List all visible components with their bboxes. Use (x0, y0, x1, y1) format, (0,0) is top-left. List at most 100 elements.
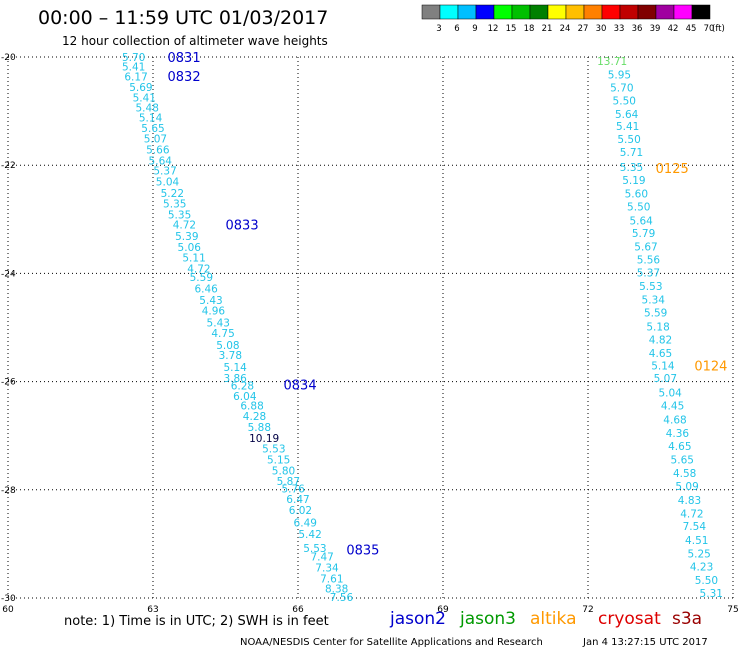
y-tick-label: -24 (1, 269, 16, 279)
swh-value: 4.72 (680, 509, 703, 521)
swh-value: 5.34 (642, 294, 666, 306)
swh-value: 5.19 (622, 175, 645, 187)
y-tick-label: -28 (1, 486, 16, 496)
swh-value: 5.48 (136, 102, 159, 114)
swh-value: 5.35 (163, 199, 186, 211)
swh-value: 5.80 (272, 465, 295, 477)
x-tick-label: 75 (727, 605, 738, 615)
swh-value: 5.35 (168, 209, 191, 221)
swh-value: 6.46 (194, 284, 218, 296)
legend-item-altika: altika (530, 609, 577, 629)
swh-value: 5.76 (281, 484, 305, 496)
swh-value: 5.14 (139, 113, 163, 125)
swh-value: 4.28 (243, 411, 266, 423)
swh-value: 5.64 (615, 109, 639, 121)
axis-tick-labels: 60 63 66 69 72 75 -20 -22 -24 -26 -28 -30 (1, 53, 739, 615)
colorbar-swatch (439, 4, 459, 20)
colorbar-swatch (619, 4, 639, 20)
y-tick-label: -22 (1, 161, 16, 171)
swh-value: 8.38 (325, 583, 348, 595)
map-grid (7, 56, 734, 599)
swh-value: 5.65 (141, 123, 164, 135)
color-scale-legend: 3 6 9 12 15 18 21 24 27 30 33 36 39 42 45 70(ft) (421, 4, 725, 34)
swh-value: 5.70 (610, 82, 633, 94)
colorbar-swatch (637, 4, 657, 20)
y-tick-label: -30 (1, 594, 16, 604)
swh-value: 13.71 (597, 56, 627, 68)
pass-label: 0125 (656, 162, 689, 177)
swh-value: 7.54 (683, 521, 707, 533)
colorbar-label: 12 (488, 24, 499, 34)
chart-subtitle: 12 hour collection of altimeter wave hei… (62, 34, 328, 48)
swh-value: 6.49 (294, 517, 317, 529)
swh-value: 5.15 (267, 455, 290, 467)
swh-value: 5.31 (700, 588, 723, 600)
y-tick-label: -20 (1, 53, 16, 63)
swh-value: 6.02 (289, 505, 312, 517)
swh-value: 4.68 (663, 414, 686, 426)
swh-value: 7.34 (315, 563, 339, 575)
swh-value: 4.72 (187, 264, 210, 276)
swh-value: 5.18 (646, 321, 669, 333)
colorbar-swatch (511, 4, 531, 20)
pass-label: 0835 (346, 543, 379, 558)
swh-value: 4.65 (668, 441, 691, 453)
colorbar-label: 33 (614, 24, 625, 34)
colorbar-swatch (529, 4, 549, 20)
swh-value: 5.53 (639, 281, 662, 293)
swh-value: 5.50 (695, 575, 718, 587)
swh-value: 5.25 (687, 549, 710, 561)
swh-value: 7.47 (310, 551, 333, 563)
footer-note: note: 1) Time is in UTC; 2) SWH is in fe… (64, 614, 329, 629)
x-tick-label: 69 (437, 605, 449, 615)
wave-height-values: 5.705.416.175.695.415.485.145.655.075.66… (122, 52, 723, 604)
swh-value: 5.41 (122, 62, 145, 74)
swh-value: 5.37 (637, 267, 660, 279)
swh-value: 5.50 (613, 95, 636, 107)
pass-label: 0124 (694, 359, 727, 374)
swh-value: 6.88 (240, 400, 263, 412)
swh-value: 5.14 (651, 360, 675, 372)
colorbar-label: 24 (560, 24, 571, 34)
swh-value: 5.37 (153, 166, 176, 178)
colorbar-swatch (547, 4, 567, 20)
swh-value: 5.56 (637, 254, 661, 266)
colorbar-swatch (565, 4, 585, 20)
swh-value: 5.43 (207, 318, 230, 330)
x-tick-label: 63 (147, 605, 158, 615)
swh-value: 4.45 (661, 400, 684, 412)
swh-value: 5.42 (298, 529, 321, 541)
swh-value: 10.19 (249, 433, 279, 445)
colorbar-label: 36 (632, 24, 643, 34)
swh-value: 5.60 (625, 188, 648, 200)
legend-item-s3a: s3a (672, 609, 702, 629)
colorbar-label: 18 (524, 24, 535, 34)
swh-value: 4.96 (202, 306, 226, 318)
pass-label: 0832 (168, 70, 201, 85)
swh-value: 5.70 (122, 52, 145, 64)
x-tick-label: 60 (2, 605, 14, 615)
colorbar-swatch (583, 4, 603, 20)
colorbar-swatch (655, 4, 675, 20)
swh-value: 4.51 (685, 535, 708, 547)
colorbar-swatch (691, 4, 711, 20)
colorbar-label: 30 (596, 24, 607, 34)
swh-value: 5.59 (190, 272, 213, 284)
footer-credit: NOAA/NESDIS Center for Satellite Applica… (240, 637, 543, 648)
colorbar-swatch (673, 4, 693, 20)
chart-title: 00:00 – 11:59 UTC 01/03/2017 (38, 7, 328, 29)
colorbar-swatch (601, 4, 621, 20)
pass-label: 0833 (226, 219, 259, 234)
x-tick-label: 66 (292, 605, 304, 615)
swh-value: 4.82 (649, 334, 672, 346)
pass-label: 0834 (284, 378, 317, 393)
legend-item-jason3: jason3 (459, 609, 516, 629)
swh-value: 5.41 (616, 121, 639, 133)
swh-value: 6.17 (124, 71, 147, 83)
colorbar-label: 3 (436, 24, 441, 34)
swh-value: 5.95 (608, 69, 631, 81)
y-tick-label: -26 (1, 378, 16, 388)
swh-value: 5.14 (223, 362, 247, 374)
swh-value: 5.79 (632, 228, 655, 240)
